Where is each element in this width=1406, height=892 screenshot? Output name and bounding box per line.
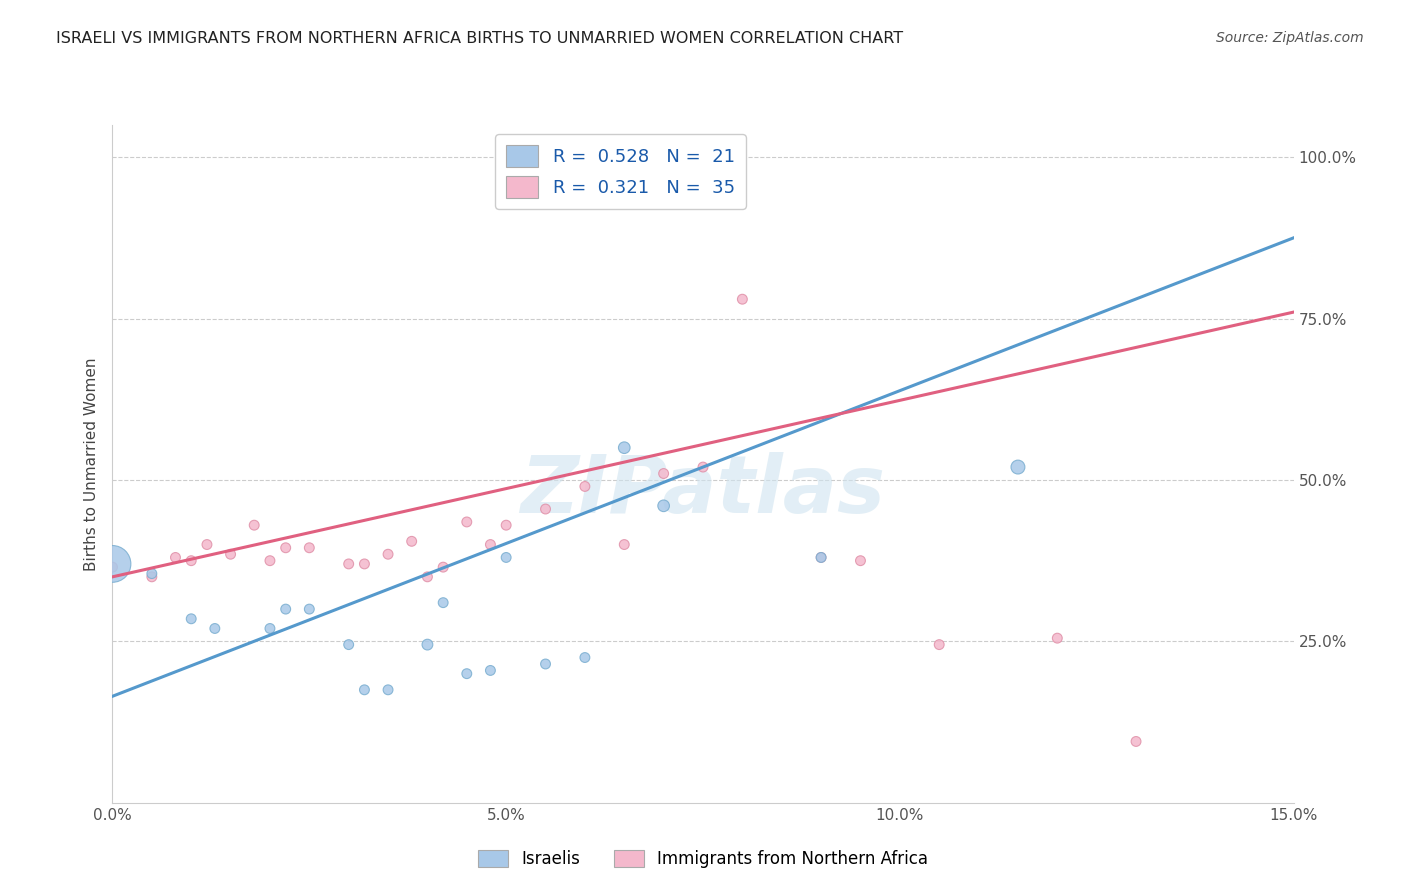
Point xyxy=(534,502,557,516)
Point xyxy=(432,560,454,574)
Point xyxy=(353,682,375,697)
Point xyxy=(479,664,502,678)
Point xyxy=(141,566,163,581)
Point xyxy=(195,537,218,551)
Point xyxy=(101,557,124,571)
Point xyxy=(377,547,399,561)
Point xyxy=(495,518,517,533)
Point xyxy=(692,460,714,475)
Point xyxy=(534,657,557,671)
Point xyxy=(243,518,266,533)
Point xyxy=(141,570,163,584)
Point xyxy=(401,534,423,549)
Text: ZIPatlas: ZIPatlas xyxy=(520,452,886,530)
Legend: Israelis, Immigrants from Northern Africa: Israelis, Immigrants from Northern Afric… xyxy=(471,843,935,875)
Point xyxy=(101,560,124,574)
Point xyxy=(652,499,675,513)
Legend: R =  0.528   N =  21, R =  0.321   N =  35: R = 0.528 N = 21, R = 0.321 N = 35 xyxy=(495,134,745,209)
Point xyxy=(180,554,202,568)
Point xyxy=(298,602,321,616)
Y-axis label: Births to Unmarried Women: Births to Unmarried Women xyxy=(83,357,98,571)
Point xyxy=(731,292,754,306)
Point xyxy=(1046,631,1069,645)
Point xyxy=(574,479,596,493)
Point xyxy=(1007,460,1029,475)
Point xyxy=(259,622,281,636)
Point xyxy=(574,650,596,665)
Point xyxy=(495,550,517,565)
Text: ISRAELI VS IMMIGRANTS FROM NORTHERN AFRICA BIRTHS TO UNMARRIED WOMEN CORRELATION: ISRAELI VS IMMIGRANTS FROM NORTHERN AFRI… xyxy=(56,31,904,46)
Point xyxy=(377,682,399,697)
Point xyxy=(165,550,187,565)
Point xyxy=(479,537,502,551)
Point xyxy=(219,547,242,561)
Point xyxy=(810,550,832,565)
Point xyxy=(274,541,297,555)
Point xyxy=(1125,734,1147,748)
Point xyxy=(259,554,281,568)
Point xyxy=(180,612,202,626)
Text: Source: ZipAtlas.com: Source: ZipAtlas.com xyxy=(1216,31,1364,45)
Point xyxy=(416,570,439,584)
Point xyxy=(849,554,872,568)
Point xyxy=(204,622,226,636)
Point xyxy=(652,467,675,481)
Point xyxy=(337,557,360,571)
Point xyxy=(613,537,636,551)
Point xyxy=(337,638,360,652)
Point xyxy=(456,666,478,681)
Point xyxy=(613,441,636,455)
Point xyxy=(928,638,950,652)
Point xyxy=(353,557,375,571)
Point xyxy=(456,515,478,529)
Point xyxy=(432,596,454,610)
Point xyxy=(298,541,321,555)
Point xyxy=(810,550,832,565)
Point xyxy=(274,602,297,616)
Point xyxy=(416,638,439,652)
